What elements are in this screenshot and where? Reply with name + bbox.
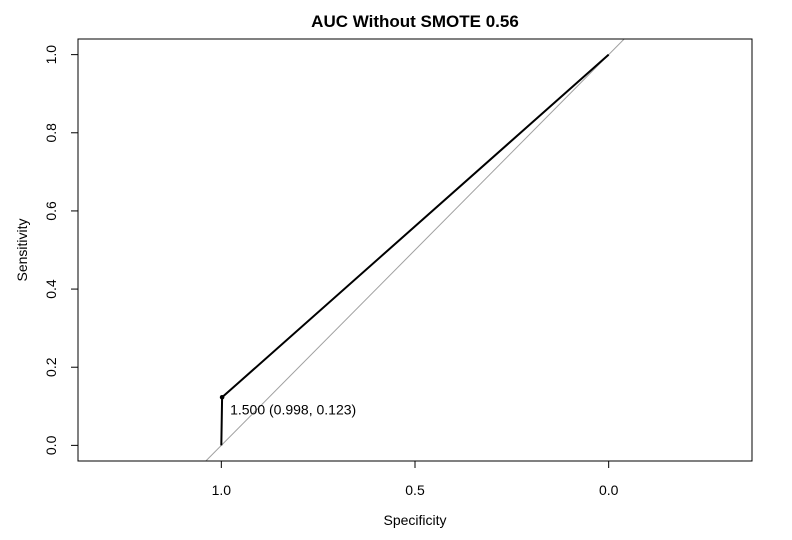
threshold-annotation: 1.500 (0.998, 0.123) <box>230 401 356 417</box>
y-axis-label: Sensitivity <box>14 218 30 281</box>
x-tick-label: 0.0 <box>599 482 619 498</box>
x-tick-label: 1.0 <box>212 482 232 498</box>
reference-diagonal-line <box>205 39 625 461</box>
y-axis: 0.0 0.2 0.4 0.6 0.8 1.0 <box>43 45 78 455</box>
chart-title: AUC Without SMOTE 0.56 <box>311 12 519 31</box>
plot-area <box>77 38 753 462</box>
x-tick-label: 0.5 <box>405 482 425 498</box>
y-tick-label: 1.0 <box>43 45 59 65</box>
y-tick-label: 0.2 <box>43 357 59 377</box>
y-tick-label: 0.4 <box>43 279 59 299</box>
threshold-point <box>219 395 225 400</box>
x-axis-label: Specificity <box>383 512 446 528</box>
y-tick-label: 0.6 <box>43 201 59 221</box>
y-tick-label: 0.0 <box>43 435 59 455</box>
y-tick-label: 0.8 <box>43 123 59 143</box>
x-axis: 1.0 0.5 0.0 <box>212 460 619 498</box>
